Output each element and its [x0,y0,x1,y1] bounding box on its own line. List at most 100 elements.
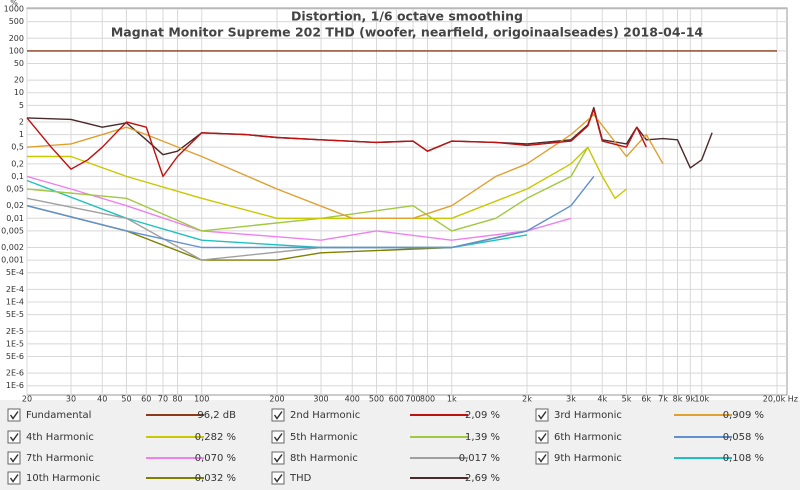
legend-name: 4th Harmonic [26,432,94,443]
y-tick-label: 10 [14,88,24,97]
legend-name: 5th Harmonic [290,432,358,443]
y-tick-label: 5E-5 [6,310,24,319]
legend-check[interactable] [9,411,19,420]
x-tick-label: 70 [158,395,168,404]
x-tick-label: 3k [566,395,576,404]
legend-checkbox[interactable] [7,408,21,422]
y-tick-label: 0,02 [6,201,24,210]
y-tick-label: 0,2 [11,159,24,168]
y-tick-label: 5 [19,101,24,110]
legend-readout: 96,2 dB [197,410,236,421]
y-tick-label: 500 [9,17,24,26]
legend-check[interactable] [537,433,547,442]
series-lines [26,50,777,261]
chart-subtitle: Magnat Monitor Supreme 202 THD (woofer, … [111,25,704,40]
x-tick-label: 6k [641,395,651,404]
y-tick-label: 100 [9,46,24,55]
x-tick-label: 50 [121,395,131,404]
legend-name: 7th Harmonic [26,453,94,464]
legend-name: THD [289,473,312,484]
x-tick-label: 200 [269,395,284,404]
x-tick-label: 7k [658,395,668,404]
x-tick-label: 1k [447,395,457,404]
legend-checkbox[interactable] [271,430,285,444]
legend-readout: 2,69 % [465,473,500,484]
legend-check[interactable] [9,433,19,442]
y-tick-label: 1E-5 [6,339,24,348]
legend-check[interactable] [9,474,19,483]
grid [26,7,788,396]
y-tick-label: 50 [14,59,24,68]
y-tick-label: 2E-4 [6,285,24,294]
legend-readout: 1,39 % [465,432,500,443]
y-tick-label: 0,001 [1,256,24,265]
chart-title: Distortion, 1/6 octave smoothing [291,9,523,24]
legend-checkbox[interactable] [7,430,21,444]
legend-check[interactable] [273,454,283,463]
legend-panel [0,400,800,490]
y-tick-label: 5E-4 [6,268,24,277]
x-tick-label: 8k [673,395,683,404]
legend-checkbox[interactable] [271,451,285,465]
y-tick-label: 2E-6 [6,369,24,378]
series-line [26,108,647,178]
legend-readout: 0,017 % [459,453,500,464]
y-tick-label: 1 [19,130,24,139]
legend-check[interactable] [273,433,283,442]
x-tick-label: 4k [597,395,607,404]
x-tick-label: 600 [389,395,404,404]
x-tick-label: 300 [313,395,328,404]
x-tick-label: 700 [405,395,420,404]
legend-checkbox[interactable] [535,408,549,422]
legend-check[interactable] [273,474,283,483]
legend-readout: 2,09 % [465,410,500,421]
legend-name: 8th Harmonic [290,453,358,464]
legend-check[interactable] [537,454,547,463]
legend-name: Fundamental [26,410,91,421]
legend-name: 10th Harmonic [26,473,100,484]
y-tick-label: 200 [9,34,24,43]
legend-checkbox[interactable] [271,471,285,485]
legend-name: 9th Harmonic [554,453,622,464]
x-tick-label: 40 [97,395,107,404]
x-tick-label: 30 [66,395,76,404]
legend-check[interactable] [537,411,547,420]
legend: Fundamental 96,2 dB 2nd Harmonic 2,09 % 3rd … [7,408,764,485]
y-tick-label: 0,01 [6,214,24,223]
y-tick-label: 20 [14,76,24,85]
y-tick-label: 2E-5 [6,327,24,336]
y-axis-label: % [10,0,18,8]
legend-checkbox[interactable] [271,408,285,422]
y-tick-label: 5E-6 [6,352,24,361]
legend-checkbox[interactable] [7,471,21,485]
x-tick-label: 10k [694,395,709,404]
y-tick-label: 0,002 [1,243,24,252]
y-tick-label: 1E-4 [6,297,24,306]
series-line [27,146,627,220]
y-tick-label: 1E-6 [6,381,24,390]
y-tick-label: 2 [19,117,24,126]
y-tick-label: 0,5 [11,143,24,152]
legend-check[interactable] [9,454,19,463]
y-tick-label: 1000 [4,5,24,14]
plot-area [26,7,788,396]
x-tick-label: 100 [194,395,209,404]
x-tick-label: 400 [345,395,360,404]
legend-checkbox[interactable] [535,430,549,444]
x-tick-label: 20,0k Hz [763,395,798,404]
y-tick-label: 0,05 [6,185,24,194]
x-tick-label: 20 [22,395,32,404]
legend-check[interactable] [273,411,283,420]
legend-name: 2nd Harmonic [290,410,360,421]
legend-checkbox[interactable] [535,451,549,465]
legend-checkbox[interactable] [7,451,21,465]
x-tick-label: 9k [685,395,695,404]
legend-name: 3rd Harmonic [554,410,622,421]
y-tick-label: 0,1 [11,172,24,181]
x-tick-label: 60 [141,395,151,404]
x-tick-label: 800 [420,395,435,404]
x-tick-label: 2k [522,395,532,404]
legend-readout: 0,909 % [723,410,764,421]
y-tick-label: 0,005 [1,226,24,235]
